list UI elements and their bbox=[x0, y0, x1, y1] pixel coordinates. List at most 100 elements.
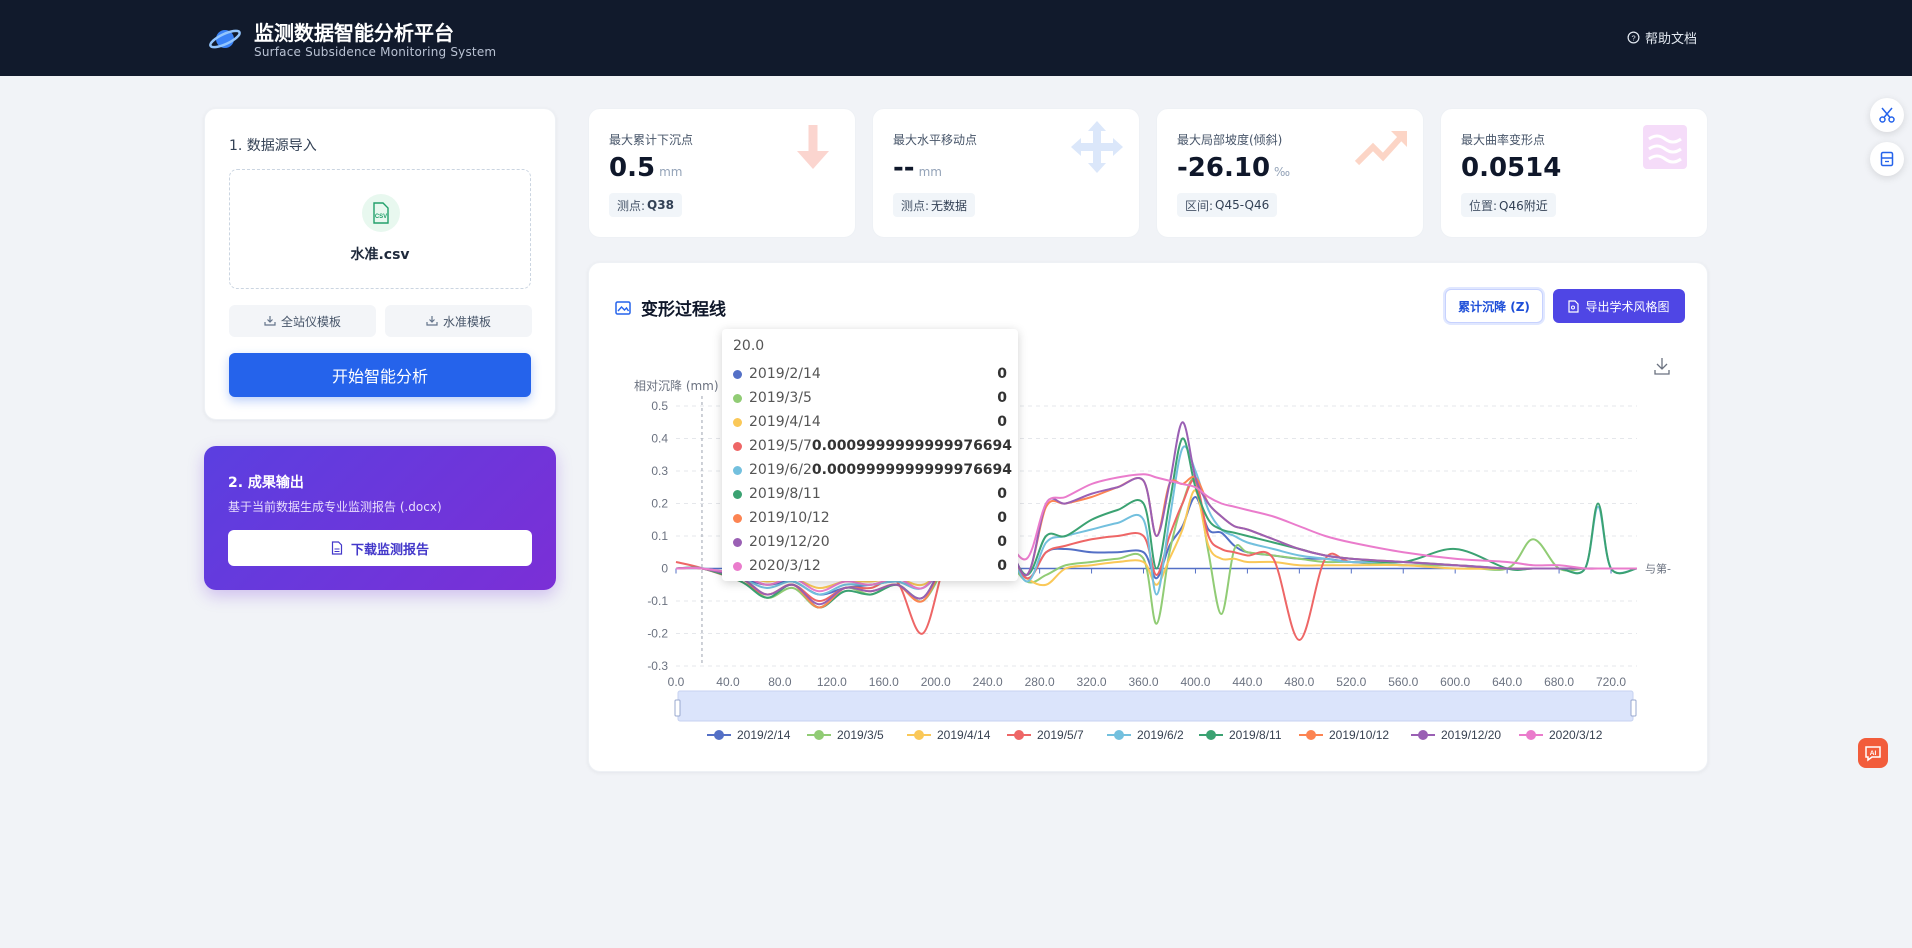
tooltip-row: 2019/12/20 0 bbox=[733, 530, 1007, 554]
file-image-icon bbox=[1568, 299, 1580, 313]
download-report-button[interactable]: 下载监测报告 bbox=[228, 530, 532, 566]
ai-assistant-button[interactable]: AI bbox=[1858, 738, 1888, 768]
file-dropzone[interactable]: CSV 水准.csv bbox=[229, 169, 531, 289]
download-tray-icon bbox=[264, 316, 276, 326]
x-tick-label: 480.0 bbox=[1284, 675, 1314, 689]
stat-tag: 位置: Q46附近 bbox=[1461, 193, 1556, 217]
svg-text:CSV: CSV bbox=[375, 214, 387, 220]
legend-marker bbox=[1418, 730, 1428, 740]
series-color-dot bbox=[733, 489, 742, 499]
image-chart-icon bbox=[615, 300, 631, 315]
series-color-dot bbox=[733, 369, 742, 379]
x-tick-label: 0.0 bbox=[668, 675, 685, 689]
output-section-description: 基于当前数据生成专业监测报告 (.docx) bbox=[228, 500, 442, 514]
x-tick-label: 560.0 bbox=[1388, 675, 1418, 689]
save-image-download-icon[interactable] bbox=[1654, 358, 1670, 375]
legend-label[interactable]: 2019/5/7 bbox=[1037, 728, 1084, 742]
zoom-slider-left-handle bbox=[674, 699, 681, 717]
tooltip-series-value: 0 bbox=[997, 510, 1007, 526]
legend-marker bbox=[1526, 730, 1536, 740]
tooltip-series-value: 0 bbox=[997, 414, 1007, 430]
app-subtitle: Surface Subsidence Monitoring System bbox=[254, 45, 497, 59]
x-tick-label: 720.0 bbox=[1596, 675, 1626, 689]
stat-label: 最大水平移动点 bbox=[893, 133, 978, 147]
cumulative-subsidence-toggle[interactable]: 累计沉降 (Z) bbox=[1445, 289, 1543, 323]
legend-label[interactable]: 2019/10/12 bbox=[1329, 728, 1389, 742]
legend-label[interactable]: 2019/3/5 bbox=[837, 728, 884, 742]
y-tick-label: 0.4 bbox=[651, 432, 668, 446]
x-tick-label: 680.0 bbox=[1544, 675, 1574, 689]
y-tick-label: -0.1 bbox=[647, 594, 668, 608]
legend-label[interactable]: 2019/6/2 bbox=[1137, 728, 1184, 742]
tooltip-series-name: 2019/3/5 bbox=[749, 390, 812, 406]
stat-tag: 区间: Q45-Q46 bbox=[1177, 193, 1278, 217]
series-color-dot bbox=[733, 561, 742, 571]
tooltip-series-name: 2019/2/14 bbox=[749, 366, 821, 382]
x-tick-label: 160.0 bbox=[869, 675, 899, 689]
legend-marker bbox=[1206, 730, 1216, 740]
start-analysis-button[interactable]: 开始智能分析 bbox=[229, 353, 531, 397]
y-tick-label: -0.2 bbox=[647, 627, 668, 641]
help-docs-link[interactable]: ? 帮助文档 bbox=[1627, 28, 1697, 47]
x-tick-label: 320.0 bbox=[1077, 675, 1107, 689]
tooltip-series-name: 2019/10/12 bbox=[749, 510, 830, 526]
report-output-panel: 2. 成果输出 基于当前数据生成专业监测报告 (.docx) 下载监测报告 bbox=[204, 446, 556, 590]
legend-label[interactable]: 2019/8/11 bbox=[1229, 728, 1282, 742]
leveling-template-button[interactable]: 水准模板 bbox=[385, 305, 532, 337]
legend-marker bbox=[714, 730, 724, 740]
x-tick-label: 520.0 bbox=[1336, 675, 1366, 689]
stat-unit: mm bbox=[659, 165, 683, 179]
download-report-label: 下载监测报告 bbox=[350, 542, 429, 558]
series-color-dot bbox=[733, 465, 742, 475]
stat-unit: ‰ bbox=[1274, 165, 1291, 179]
stat-value: 0.5 mm bbox=[609, 153, 683, 183]
tooltip-series-value: 0 bbox=[997, 486, 1007, 502]
export-academic-chart-button[interactable]: 导出学术风格图 bbox=[1553, 289, 1685, 323]
stat-tag: 测点: Q38 bbox=[609, 193, 682, 217]
notebook-icon bbox=[1880, 151, 1894, 167]
data-import-panel: 1. 数据源导入 CSV 水准.csv 全站仪模板 水准模板 开始智能分析 bbox=[204, 108, 556, 420]
series-color-dot bbox=[733, 393, 742, 403]
download-tray-icon bbox=[426, 316, 438, 326]
svg-text:?: ? bbox=[1631, 33, 1635, 42]
legend-marker bbox=[914, 730, 924, 740]
series-color-dot bbox=[733, 537, 742, 547]
tooltip-series-name: 2019/4/14 bbox=[749, 414, 821, 430]
notes-tool-button[interactable] bbox=[1870, 142, 1904, 176]
legend-label[interactable]: 2019/12/20 bbox=[1441, 728, 1501, 742]
series-line bbox=[675, 421, 1637, 606]
x-tick-label: 280.0 bbox=[1025, 675, 1055, 689]
stat-card-max-horizontal: 最大水平移动点 -- mm 测点: 无数据 bbox=[872, 108, 1140, 238]
legend-label[interactable]: 2019/4/14 bbox=[937, 728, 991, 742]
scissors-tool-button[interactable] bbox=[1870, 98, 1904, 132]
tooltip-row: 2019/6/2 0.0009999999999976694 bbox=[733, 458, 1012, 482]
y-tick-label: 0 bbox=[661, 562, 668, 576]
legend-label[interactable]: 2019/2/14 bbox=[737, 728, 791, 742]
zoom-slider-track bbox=[677, 690, 1634, 722]
x-tick-label: 640.0 bbox=[1492, 675, 1522, 689]
export-academic-chart-label: 导出学术风格图 bbox=[1585, 299, 1670, 314]
stat-value: -- mm bbox=[893, 153, 942, 183]
legend-label[interactable]: 2020/3/12 bbox=[1549, 728, 1603, 742]
x-tick-label: 240.0 bbox=[973, 675, 1003, 689]
help-docs-label: 帮助文档 bbox=[1645, 32, 1698, 47]
chart-tooltip: 20.0 2019/2/14 0 2019/3/5 0 2019/4/14 0 2019/5… bbox=[722, 329, 1018, 581]
tooltip-series-name: 2019/8/11 bbox=[749, 486, 821, 502]
x-tick-label: 400.0 bbox=[1180, 675, 1210, 689]
y-tick-label: 0.1 bbox=[651, 529, 668, 543]
total-station-template-label: 全站仪模板 bbox=[280, 314, 341, 329]
import-section-title: 1. 数据源导入 bbox=[229, 138, 317, 154]
tooltip-row: 2019/4/14 0 bbox=[733, 410, 1007, 434]
stat-value: 0.0514 bbox=[1461, 153, 1562, 183]
tooltip-series-value: 0 bbox=[997, 558, 1007, 574]
tooltip-series-name: 2019/12/20 bbox=[749, 534, 830, 550]
uploaded-file-name: 水准.csv bbox=[350, 247, 410, 263]
app-title: 监测数据智能分析平台 bbox=[254, 21, 454, 45]
stat-unit: mm bbox=[918, 165, 942, 179]
waves-icon bbox=[1643, 125, 1687, 169]
x-axis-label: 与第- bbox=[1645, 562, 1671, 576]
x-tick-label: 80.0 bbox=[768, 675, 792, 689]
x-tick-label: 360.0 bbox=[1128, 675, 1158, 689]
total-station-template-button[interactable]: 全站仪模板 bbox=[229, 305, 376, 337]
x-tick-label: 440.0 bbox=[1232, 675, 1262, 689]
